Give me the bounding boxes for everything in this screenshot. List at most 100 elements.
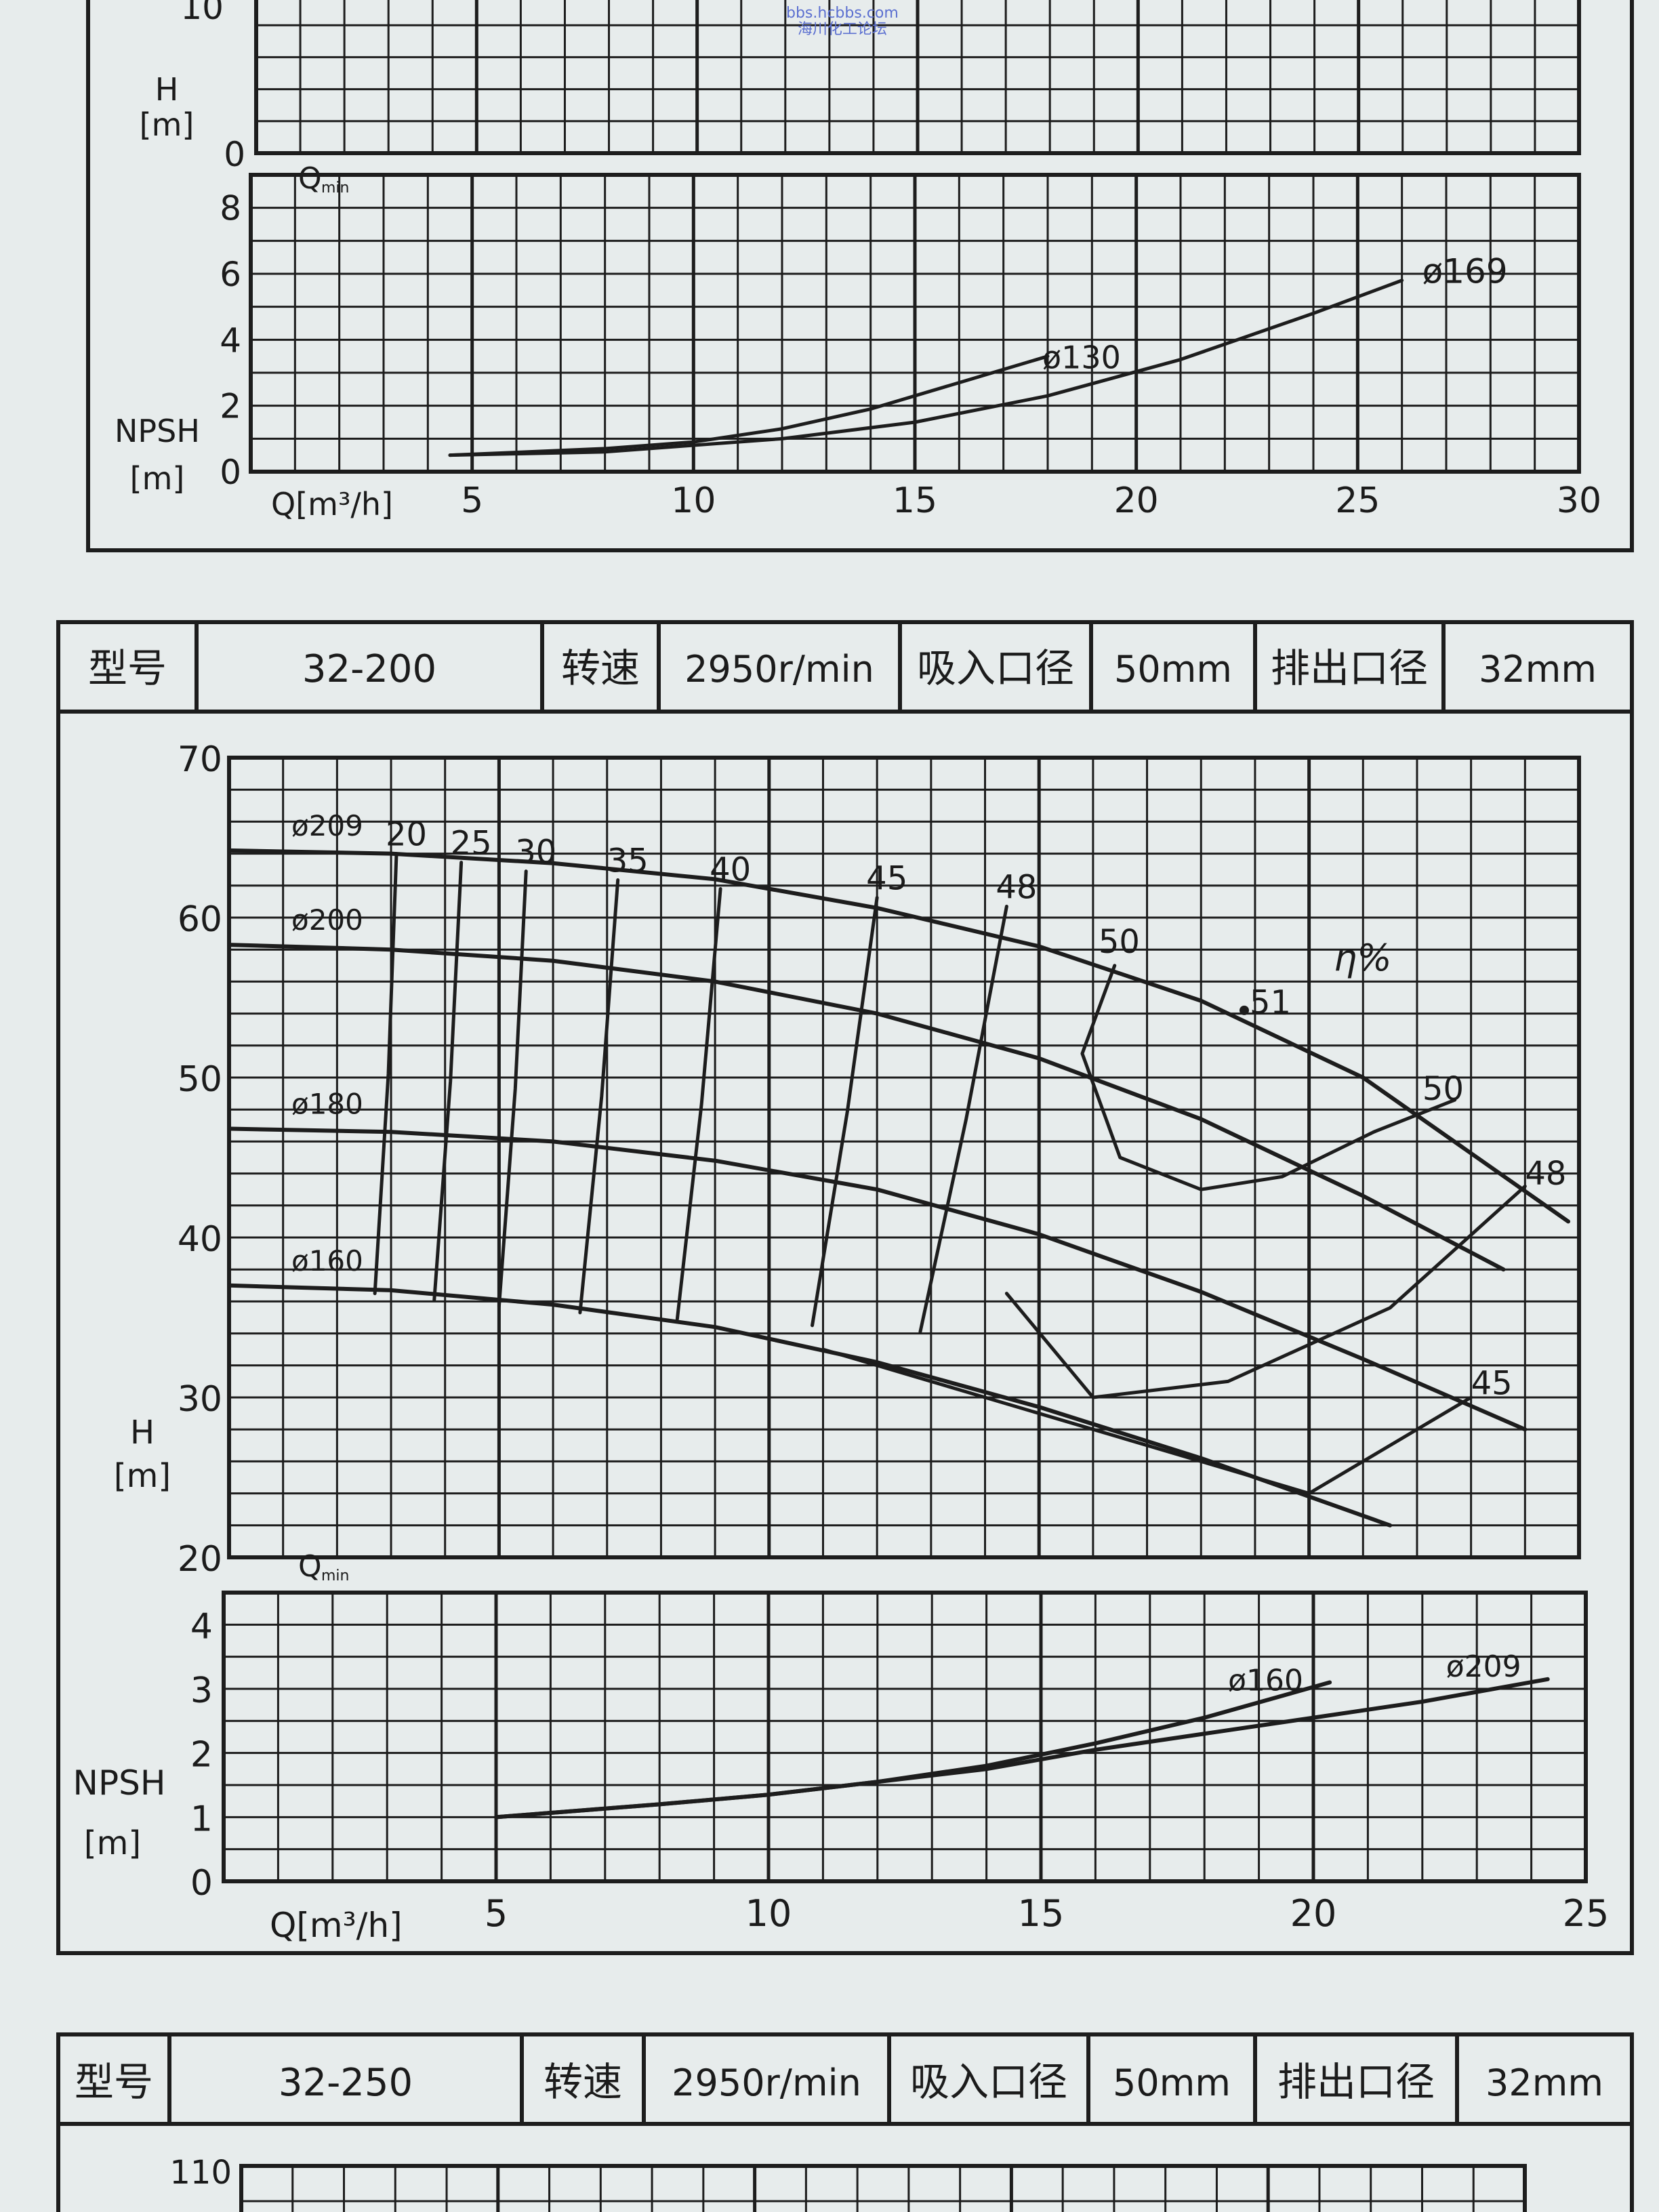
block-32-200: 型号 32-200 转速 2950r/min 吸入口径 50mm 排出口径 32… bbox=[56, 620, 1634, 1955]
series-label-d209: ø209 bbox=[291, 809, 363, 842]
speed-label: 转速 bbox=[561, 645, 640, 691]
efficiency-label-25: 25 bbox=[451, 825, 492, 863]
efficiency-label-35: 35 bbox=[607, 842, 649, 880]
x-tick-label: 25 bbox=[1335, 480, 1380, 521]
y-tick-label: 4 bbox=[190, 1606, 213, 1647]
discharge-value-32-250: 32mm bbox=[1486, 2062, 1603, 2104]
y-tick-label: 50 bbox=[178, 1059, 222, 1100]
efficiency-label-48: 48 bbox=[996, 868, 1037, 906]
top-npsh-chart: 5 10 15 20 25 30 0 2 4 6 8 ø130 ø169 bbox=[220, 173, 1601, 521]
efficiency-line-25 bbox=[432, 861, 464, 1302]
suction-label-32-250: 吸入口径 bbox=[910, 2059, 1067, 2105]
top-head-grid bbox=[254, 0, 1581, 155]
curve-d130 bbox=[448, 354, 1050, 457]
plot-frame bbox=[222, 1591, 1588, 1883]
x-tick-label: 10 bbox=[671, 480, 716, 521]
watermark-site: 海川化工论坛 bbox=[797, 21, 887, 38]
efficiency-label-48-right: 48 bbox=[1525, 1155, 1566, 1193]
efficiency-contour-45 bbox=[821, 1347, 1473, 1496]
y-tick-label: 30 bbox=[178, 1379, 222, 1420]
discharge-label-32-250: 排出口径 bbox=[1277, 2059, 1435, 2105]
x-tick-label: 15 bbox=[893, 480, 937, 521]
qmin-sub: min bbox=[321, 1568, 350, 1584]
top-h-ytick-10: 10 bbox=[180, 0, 224, 27]
y-tick-label: 0 bbox=[220, 453, 241, 492]
x-tick-label: 20 bbox=[1290, 1892, 1337, 1935]
model-label-32-250: 型号 bbox=[75, 2059, 153, 2105]
y-tick-label: 20 bbox=[178, 1539, 222, 1580]
suction-label: 吸入口径 bbox=[917, 645, 1074, 691]
series-label-d160: ø160 bbox=[1228, 1664, 1303, 1698]
block-32-200-frame bbox=[56, 620, 1634, 1955]
suction-value: 50mm bbox=[1114, 648, 1232, 691]
top-qmin-sub: min bbox=[321, 180, 350, 197]
head-axis-unit: [m] bbox=[114, 1457, 171, 1495]
y-tick-label: 4 bbox=[220, 321, 241, 360]
top-x-axis-label: Q[m³/h] bbox=[271, 486, 393, 523]
series-label-d209: ø209 bbox=[1446, 1650, 1521, 1684]
plot-frame bbox=[227, 756, 1581, 1559]
x-axis-label: Q[m³/h] bbox=[270, 1906, 403, 1945]
y-tick-label: 40 bbox=[178, 1219, 222, 1260]
block-32-250: 型号 32-250 转速 2950r/min 吸入口径 50mm 排出口径 32… bbox=[56, 2032, 1634, 2212]
top-npsh-label: NPSH bbox=[115, 413, 200, 449]
efficiency-label-51: 51 bbox=[1250, 984, 1291, 1022]
x-tick-label: 5 bbox=[461, 480, 483, 521]
efficiency-label-45-right: 45 bbox=[1471, 1364, 1513, 1402]
model-label: 型号 bbox=[88, 645, 167, 691]
suction-value-32-250: 50mm bbox=[1113, 2062, 1231, 2104]
y-tick-label: 2 bbox=[220, 387, 241, 426]
efficiency-label-20: 20 bbox=[386, 816, 427, 854]
series-label-d180: ø180 bbox=[291, 1088, 363, 1121]
x-tick-label: 15 bbox=[1018, 1892, 1065, 1935]
y-tick-label: 60 bbox=[178, 899, 222, 940]
npsh-axis-label: NPSH bbox=[73, 1763, 166, 1803]
efficiency-label-45: 45 bbox=[866, 860, 907, 898]
x-tick-label: 10 bbox=[745, 1892, 792, 1935]
curve-d209 bbox=[494, 1677, 1550, 1820]
y-tick-label: 2 bbox=[190, 1735, 213, 1776]
top-h-ytick-0: 0 bbox=[224, 135, 245, 174]
efficiency-line-35 bbox=[578, 878, 620, 1315]
speed-label-32-250: 转速 bbox=[544, 2059, 622, 2105]
top-npsh-unit: [m] bbox=[130, 460, 185, 497]
head-grid-32-250 bbox=[239, 2164, 1527, 2212]
series-label-d160: ø160 bbox=[291, 1244, 363, 1277]
series-label-d169: ø169 bbox=[1422, 252, 1508, 291]
x-tick-label: 25 bbox=[1563, 1892, 1610, 1935]
x-tick-label: 30 bbox=[1557, 480, 1601, 521]
y-tick-label: 70 bbox=[178, 739, 222, 780]
y-tick-label: 6 bbox=[220, 255, 241, 294]
y-tick-label: 1 bbox=[190, 1799, 213, 1839]
efficiency-line-30 bbox=[497, 869, 528, 1308]
efficiency-line-45 bbox=[811, 896, 879, 1328]
efficiency-contour-48 bbox=[1004, 1184, 1527, 1399]
efficiency-point-51 bbox=[1239, 1005, 1249, 1015]
efficiency-line-48 bbox=[918, 904, 1008, 1334]
model-value-32-250: 32-250 bbox=[279, 2061, 413, 2105]
series-label-d130: ø130 bbox=[1042, 340, 1121, 376]
top-h-unit: [m] bbox=[140, 106, 194, 143]
y-tick-label: 3 bbox=[190, 1671, 213, 1711]
x-tick-label: 5 bbox=[485, 1892, 508, 1935]
discharge-label: 排出口径 bbox=[1271, 645, 1428, 691]
efficiency-label-30: 30 bbox=[515, 834, 556, 872]
efficiency-line-20 bbox=[373, 852, 398, 1296]
discharge-value: 32mm bbox=[1479, 648, 1597, 691]
x-tick-label: 20 bbox=[1114, 480, 1159, 521]
qmin-label: Q bbox=[298, 1549, 322, 1584]
head-axis-label: H bbox=[130, 1414, 155, 1452]
watermark: bbs.hcbbs.com 海川化工论坛 bbox=[786, 5, 899, 38]
watermark-url: bbs.hcbbs.com bbox=[786, 5, 899, 22]
model-value: 32-200 bbox=[302, 647, 436, 691]
efficiency-unit-label: η% bbox=[1334, 937, 1392, 979]
efficiency-label-50-right: 50 bbox=[1422, 1070, 1464, 1108]
y-tick-label: 0 bbox=[190, 1863, 213, 1904]
top-fragment: 10 0 H [m] Q min 5 10 15 20 25 30 0 2 4 6 8 ø130 ø16… bbox=[86, 0, 1634, 552]
speed-value: 2950r/min bbox=[684, 648, 874, 691]
header-32-200 bbox=[58, 622, 1632, 714]
top-qmin-label: Q bbox=[298, 161, 322, 196]
curve-d169 bbox=[448, 279, 1404, 457]
efficiency-contours: 20 25 30 35 40 45 48 50 50 48 45 51 bbox=[373, 816, 1566, 1496]
